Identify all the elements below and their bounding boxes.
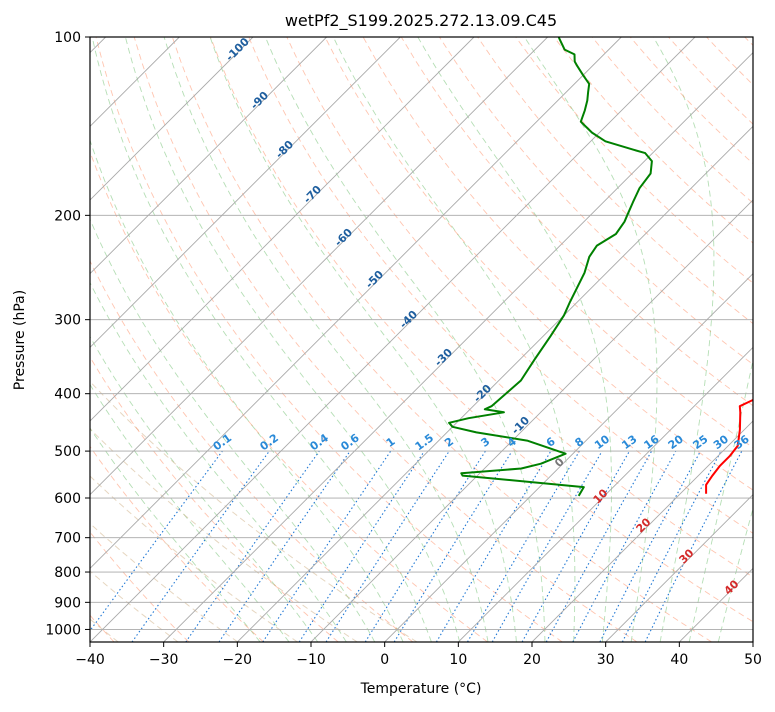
y-tick-label: 900	[54, 595, 81, 611]
x-tick-label: 30	[597, 652, 615, 668]
y-tick-label: 500	[54, 444, 81, 460]
x-tick-label: 50	[744, 652, 762, 668]
x-axis-label: Temperature (°C)	[360, 681, 482, 697]
y-axis-label: Pressure (hPa)	[12, 290, 28, 390]
y-tick-label: 300	[54, 313, 81, 329]
x-tick-label: −20	[223, 652, 253, 668]
y-tick-label: 700	[54, 531, 81, 547]
x-tick-label: 0	[380, 652, 389, 668]
x-tick-label: 40	[670, 652, 688, 668]
x-tick-label: −10	[296, 652, 326, 668]
y-tick-label: 600	[54, 491, 81, 507]
x-tick-label: −30	[149, 652, 179, 668]
y-tick-label: 400	[54, 387, 81, 403]
y-tick-label: 200	[54, 208, 81, 224]
y-tick-label: 800	[54, 565, 81, 581]
y-tick-label: 1000	[45, 622, 81, 638]
y-tick-label: 100	[54, 30, 81, 46]
x-tick-label: −40	[75, 652, 105, 668]
x-tick-label: 20	[523, 652, 541, 668]
x-tick-label: 10	[449, 652, 467, 668]
chart-title: wetPf2_S199.2025.272.13.09.C45	[285, 11, 557, 31]
